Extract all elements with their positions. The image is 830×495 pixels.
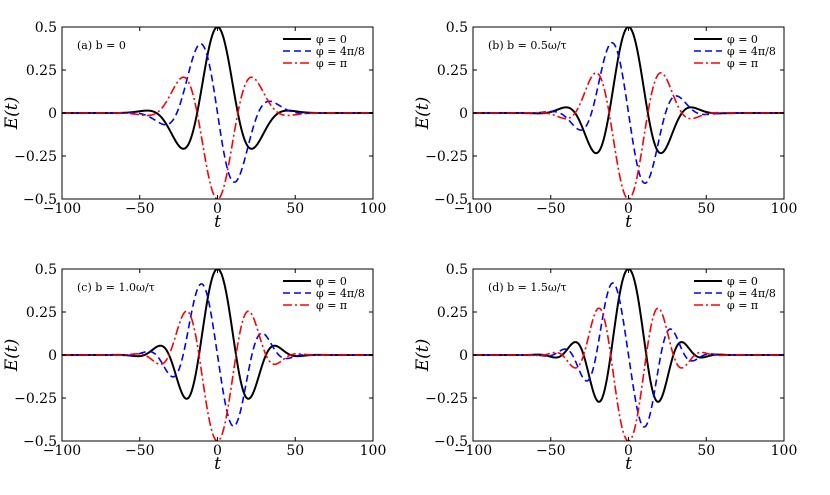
x-tick-label: −50 — [536, 443, 566, 459]
series-line-1 — [473, 282, 784, 428]
y-tick-label: −0.25 — [425, 391, 468, 407]
x-tick-label: 0 — [624, 443, 633, 459]
x-tick-label: −100 — [43, 443, 81, 459]
y-axis-label: E(t) — [2, 97, 22, 131]
legend-entry-1: φ = 4π/8 — [727, 45, 776, 58]
series-line-1 — [62, 43, 373, 183]
y-tick-label: −0.5 — [23, 434, 57, 450]
x-axis-label: t — [625, 454, 632, 474]
x-tick-label: 50 — [697, 443, 715, 459]
panel-label: (c) b = 1.0ω/τ — [77, 281, 155, 294]
legend-entry-1: φ = 4π/8 — [727, 287, 776, 300]
x-tick-label: −100 — [454, 201, 492, 217]
y-tick-label: −0.25 — [425, 149, 468, 165]
chart-panel-1: −100 −50 0 50 100 −0.5 −0.25 0 0.25 0.5 t E(t) (b) b… — [413, 20, 797, 232]
series-line-2 — [473, 307, 784, 441]
chart-panel-0: −100 −50 0 50 100 −0.5 −0.25 0 0.25 0.5 t E(t) (a) b… — [2, 20, 386, 232]
x-tick-label: 0 — [213, 443, 222, 459]
legend-entry-0: φ = 0 — [316, 275, 347, 288]
x-tick-label: −50 — [125, 201, 155, 217]
series-line-2 — [473, 72, 784, 199]
x-tick-label: 100 — [771, 443, 798, 459]
legend-entry-1: φ = 4π/8 — [316, 287, 365, 300]
series-line-2 — [62, 76, 373, 199]
y-axis-label: E(t) — [413, 339, 433, 373]
x-axis-label: t — [214, 212, 221, 232]
x-tick-label: 50 — [286, 443, 304, 459]
x-tick-label: −50 — [125, 443, 155, 459]
x-tick-label: 50 — [697, 201, 715, 217]
legend-entry-2: φ = π — [316, 57, 347, 70]
x-axis-label: t — [625, 212, 632, 232]
panel-label: (a) b = 0 — [77, 39, 126, 52]
y-tick-label: 0.25 — [26, 305, 57, 321]
x-tick-label: 100 — [771, 201, 798, 217]
legend-entry-0: φ = 0 — [316, 33, 347, 46]
y-axis-label: E(t) — [413, 97, 433, 131]
y-tick-label: 0 — [48, 348, 57, 364]
y-tick-label: −0.5 — [434, 192, 468, 208]
legend-entry-2: φ = π — [316, 299, 347, 312]
x-tick-label: −100 — [43, 201, 81, 217]
y-tick-label: −0.5 — [434, 434, 468, 450]
x-tick-label: −100 — [454, 443, 492, 459]
y-tick-label: 0.25 — [437, 63, 468, 79]
y-tick-label: 0 — [48, 106, 57, 122]
y-tick-label: 0.5 — [35, 262, 57, 278]
legend-entry-1: φ = 4π/8 — [316, 45, 365, 58]
x-tick-label: 100 — [360, 201, 387, 217]
x-axis-label: t — [214, 454, 221, 474]
y-tick-label: 0 — [459, 106, 468, 122]
panel-label: (b) b = 0.5ω/τ — [488, 39, 567, 52]
y-tick-label: 0 — [459, 348, 468, 364]
legend-entry-0: φ = 0 — [727, 275, 758, 288]
x-tick-label: 100 — [360, 443, 387, 459]
y-tick-label: −0.5 — [23, 192, 57, 208]
y-tick-label: 0.5 — [446, 262, 468, 278]
legend-entry-0: φ = 0 — [727, 33, 758, 46]
x-tick-label: 0 — [624, 201, 633, 217]
legend-entry-2: φ = π — [727, 57, 758, 70]
y-tick-label: −0.25 — [14, 391, 57, 407]
y-axis-label: E(t) — [2, 339, 22, 373]
chart-panel-2: −100 −50 0 50 100 −0.5 −0.25 0 0.25 0.5 t E(t) (c) b… — [2, 262, 386, 474]
y-tick-label: 0.5 — [35, 20, 57, 36]
panel-label: (d) b = 1.5ω/τ — [488, 281, 567, 294]
y-tick-label: 0.25 — [26, 63, 57, 79]
legend-entry-2: φ = π — [727, 299, 758, 312]
series-line-2 — [62, 310, 373, 441]
x-tick-label: 0 — [213, 201, 222, 217]
y-tick-label: 0.25 — [437, 305, 468, 321]
x-tick-label: 50 — [286, 201, 304, 217]
x-tick-label: −50 — [536, 201, 566, 217]
y-tick-label: 0.5 — [446, 20, 468, 36]
y-tick-label: −0.25 — [14, 149, 57, 165]
chart-panel-3: −100 −50 0 50 100 −0.5 −0.25 0 0.25 0.5 t E(t) (d) b… — [413, 262, 797, 474]
